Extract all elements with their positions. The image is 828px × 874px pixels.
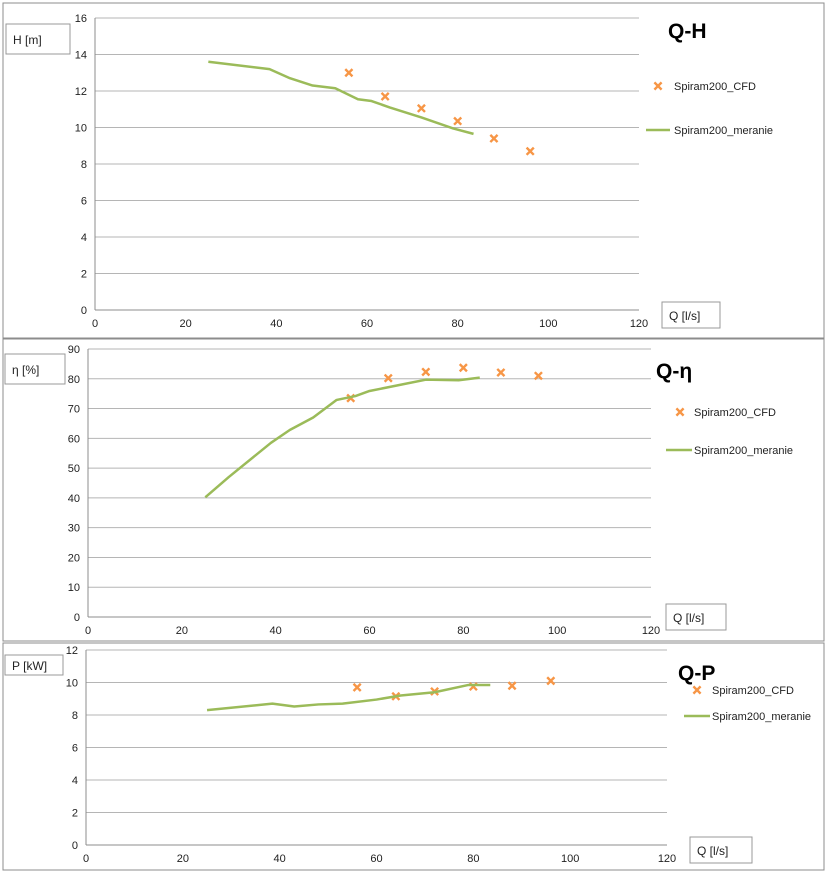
data-point-cfd bbox=[453, 116, 463, 126]
y-tick-label: 4 bbox=[72, 775, 78, 787]
x-tick-label: 120 bbox=[630, 318, 648, 330]
data-point-cfd bbox=[546, 676, 556, 686]
data-point-cfd bbox=[344, 68, 354, 78]
panel-border bbox=[2, 2, 825, 339]
y-tick-label: 0 bbox=[74, 612, 80, 624]
x-tick-label: 40 bbox=[270, 318, 282, 330]
x-tick-label: 100 bbox=[561, 853, 579, 865]
x-tick-label: 80 bbox=[457, 625, 469, 637]
legend-label-cfd: Spiram200_CFD bbox=[694, 407, 776, 419]
y-tick-label: 0 bbox=[81, 305, 87, 317]
x-tick-label: 0 bbox=[83, 853, 89, 865]
y-tick-label: 10 bbox=[66, 678, 78, 690]
data-point-cfd bbox=[489, 134, 499, 143]
data-point-cfd bbox=[383, 373, 393, 383]
y-tick-label: 6 bbox=[72, 743, 78, 755]
y-tick-label: 20 bbox=[68, 552, 80, 564]
y-tick-label: 16 bbox=[75, 13, 87, 25]
y-label-box bbox=[4, 353, 66, 385]
y-tick-label: 12 bbox=[75, 86, 87, 98]
y-tick-label: 80 bbox=[68, 374, 80, 386]
y-tick-label: 60 bbox=[68, 433, 80, 445]
x-tick-label: 120 bbox=[658, 853, 676, 865]
y-axis-label: η [%] bbox=[12, 363, 39, 377]
data-point-cfd bbox=[525, 146, 535, 156]
y-tick-label: 50 bbox=[68, 463, 80, 475]
x-label-box bbox=[661, 301, 721, 329]
data-point-cfd bbox=[458, 363, 468, 373]
y-tick-label: 90 bbox=[68, 344, 80, 356]
data-point-cfd bbox=[507, 681, 517, 691]
y-tick-label: 6 bbox=[81, 196, 87, 208]
data-point-cfd bbox=[416, 103, 426, 113]
y-tick-label: 8 bbox=[81, 159, 87, 171]
x-label-box bbox=[689, 836, 753, 864]
x-tick-label: 80 bbox=[467, 853, 479, 865]
x-tick-label: 100 bbox=[548, 625, 566, 637]
y-tick-label: 12 bbox=[66, 645, 78, 657]
x-tick-label: 100 bbox=[539, 318, 557, 330]
x-tick-label: 20 bbox=[180, 318, 192, 330]
data-point-cfd bbox=[533, 371, 543, 381]
x-axis-label: Q [l/s] bbox=[673, 611, 704, 625]
chart-title: Q-P bbox=[678, 662, 715, 685]
legend-label-meranie: Spiram200_meranie bbox=[694, 445, 793, 457]
panel-border bbox=[2, 642, 825, 871]
legend-label-meranie: Spiram200_meranie bbox=[674, 125, 773, 137]
x-tick-label: 60 bbox=[363, 625, 375, 637]
series-line-meranie bbox=[206, 683, 491, 712]
y-tick-label: 8 bbox=[72, 710, 78, 722]
y-tick-label: 40 bbox=[68, 493, 80, 505]
chart-title: Q-H bbox=[668, 20, 707, 43]
x-tick-label: 40 bbox=[270, 625, 282, 637]
data-point-cfd bbox=[421, 367, 431, 377]
y-tick-label: 70 bbox=[68, 404, 80, 416]
chart-title: Q-η bbox=[656, 360, 692, 383]
x-tick-label: 0 bbox=[85, 625, 91, 637]
data-point-cfd bbox=[496, 368, 506, 377]
x-tick-label: 80 bbox=[452, 318, 464, 330]
x-tick-label: 60 bbox=[361, 318, 373, 330]
legend-label-cfd: Spiram200_CFD bbox=[674, 81, 756, 93]
y-label-box bbox=[4, 654, 64, 676]
y-tick-label: 4 bbox=[81, 232, 87, 244]
legend-marker-cfd bbox=[653, 81, 663, 91]
data-point-cfd bbox=[380, 92, 390, 101]
y-tick-label: 10 bbox=[75, 123, 87, 135]
x-tick-label: 0 bbox=[92, 318, 98, 330]
y-tick-label: 10 bbox=[68, 582, 80, 594]
x-tick-label: 20 bbox=[176, 625, 188, 637]
series-line-meranie bbox=[208, 60, 474, 136]
series-line-meranie bbox=[204, 376, 480, 499]
x-label-box bbox=[665, 603, 727, 631]
x-tick-label: 120 bbox=[642, 625, 660, 637]
x-axis-label: Q [l/s] bbox=[697, 844, 728, 858]
y-axis-label: H [m] bbox=[13, 33, 42, 47]
y-tick-label: 30 bbox=[68, 523, 80, 535]
chart-panel-2: 0 10 20 30 40 50 60 70 80 90 0 20 40 60 80 100 120 Q-η η [… bbox=[2, 338, 825, 642]
y-axis-label: P [kW] bbox=[12, 659, 47, 673]
y-tick-label: 14 bbox=[75, 50, 87, 62]
legend-label-cfd: Spiram200_CFD bbox=[712, 685, 794, 697]
x-tick-label: 60 bbox=[370, 853, 382, 865]
x-tick-label: 40 bbox=[274, 853, 286, 865]
legend-label-meranie: Spiram200_meranie bbox=[712, 711, 811, 723]
chart-panel-1: 0 2 4 6 8 10 12 14 16 0 20 40 60 80 100 120 Q-H H [m] Q [l… bbox=[2, 2, 825, 339]
x-axis-label: Q [l/s] bbox=[669, 309, 700, 323]
y-tick-label: 2 bbox=[72, 808, 78, 820]
legend-marker-cfd bbox=[692, 685, 702, 695]
panel-border bbox=[2, 338, 825, 642]
y-tick-label: 0 bbox=[72, 840, 78, 852]
data-point-cfd bbox=[352, 682, 362, 692]
x-tick-label: 20 bbox=[177, 853, 189, 865]
y-tick-label: 2 bbox=[81, 269, 87, 281]
legend-marker-cfd bbox=[675, 407, 685, 417]
y-label-box bbox=[5, 23, 71, 55]
